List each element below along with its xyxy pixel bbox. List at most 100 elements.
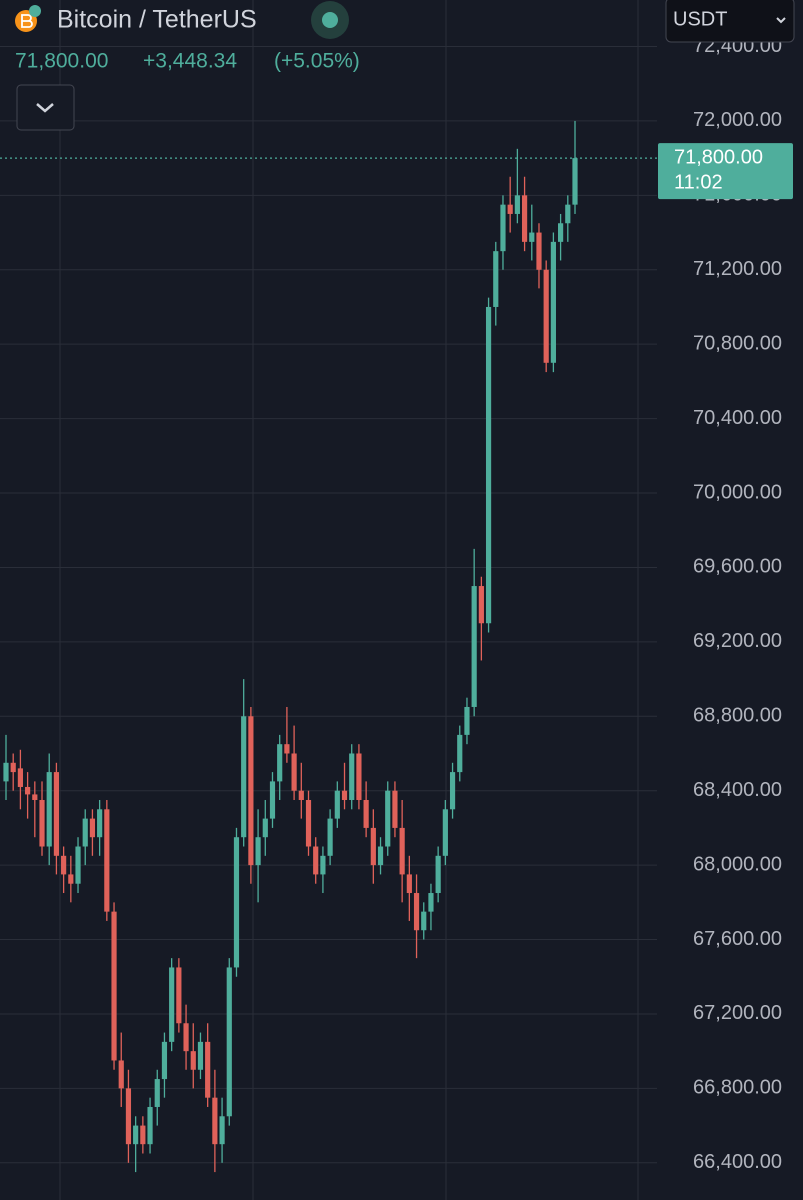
chevron — [36, 103, 54, 113]
candle-body — [493, 251, 499, 307]
y-tick-label: 70,800.00 — [693, 332, 782, 354]
candle-body — [118, 1060, 124, 1089]
change: +3,448.34 — [143, 50, 237, 73]
candle-body — [406, 874, 412, 894]
candle-body — [125, 1088, 132, 1145]
currency-select[interactable] — [665, 0, 795, 43]
candle-body — [449, 772, 456, 810]
y-tick-label: 68,000.00 — [693, 853, 782, 875]
last-price-label: 71,800.00 — [674, 146, 763, 168]
candle-body — [226, 967, 232, 1117]
candle-body — [82, 818, 88, 847]
candle-body — [529, 232, 535, 242]
candle-body — [377, 846, 384, 866]
candle-body — [3, 762, 9, 782]
candle-body — [327, 818, 333, 856]
candle-body — [363, 800, 369, 828]
candle-body — [370, 827, 376, 866]
candle-body — [75, 846, 81, 884]
y-tick-label: 67,200.00 — [693, 1002, 782, 1024]
candle-body — [10, 762, 16, 773]
grid — [0, 0, 657, 1200]
candle-body — [356, 753, 362, 800]
candle-body — [500, 204, 506, 252]
overlay: 72,400.0072,000.0071,600.0071,200.0070,8… — [0, 35, 793, 1173]
candle-body — [291, 753, 297, 791]
candle-body — [558, 223, 564, 242]
y-tick-label: 72,000.00 — [693, 109, 782, 131]
candle-body — [399, 827, 405, 875]
candle-body — [565, 204, 571, 224]
candle-body — [428, 893, 434, 912]
candle-body — [97, 809, 103, 838]
candle-body — [197, 1041, 204, 1070]
last-price: 71,800.00 — [15, 50, 108, 73]
candle-body — [169, 967, 175, 1042]
candle-body — [543, 269, 549, 363]
candle-body — [435, 855, 441, 894]
candle-body — [154, 1079, 160, 1107]
currency-label: USDT — [673, 8, 727, 30]
candle-body — [183, 1023, 189, 1052]
candle-body — [241, 716, 247, 838]
candle-body — [68, 874, 74, 884]
candle-body — [61, 855, 67, 875]
candle-body — [298, 790, 304, 800]
y-tick-label: 66,800.00 — [693, 1077, 782, 1099]
candle-body — [313, 846, 319, 875]
candle-body — [572, 158, 578, 205]
candle-body — [464, 706, 470, 735]
y-tick-label: 71,200.00 — [693, 258, 782, 280]
candle-body — [536, 232, 542, 270]
collapse-button[interactable] — [16, 84, 75, 131]
countdown: 11:02 — [674, 171, 723, 193]
candle-body — [341, 790, 348, 800]
y-tick-label: 69,200.00 — [693, 630, 782, 652]
candle-body — [284, 744, 290, 754]
last-price-badge — [658, 143, 793, 200]
candle-body — [269, 781, 276, 819]
candle-body — [421, 911, 427, 931]
candle-body — [161, 1041, 168, 1080]
status-dot — [322, 12, 338, 28]
candles — [3, 120, 578, 1173]
candle-body — [507, 204, 513, 214]
candle-body — [521, 195, 528, 242]
y-tick-label: 70,000.00 — [693, 481, 782, 503]
candle-body — [233, 837, 240, 968]
candle-body — [111, 911, 117, 1061]
candle-body — [442, 809, 448, 856]
candle-body — [212, 1097, 218, 1145]
candle-body — [262, 818, 268, 838]
select-chevron — [776, 17, 786, 24]
symbol-title: Bitcoin / TetherUS — [57, 6, 257, 34]
candle-body — [485, 306, 492, 624]
candle-body — [140, 1125, 146, 1145]
candle-body — [334, 790, 340, 819]
candle-body — [514, 195, 520, 214]
candle-body — [147, 1106, 153, 1145]
candle-body — [457, 734, 463, 773]
candle-body — [104, 809, 110, 912]
candle-body — [39, 800, 45, 847]
candle-body — [46, 772, 52, 847]
candle-body — [255, 837, 261, 866]
candle-body — [190, 1051, 196, 1070]
candle-body — [53, 772, 60, 856]
candle-body — [392, 790, 398, 828]
candle-body — [471, 586, 477, 707]
candle-body — [205, 1041, 211, 1098]
y-tick-label: 66,400.00 — [693, 1151, 782, 1173]
y-tick-label: 67,600.00 — [693, 928, 782, 950]
candle-body — [349, 753, 355, 800]
y-tick-label: 70,400.00 — [693, 407, 782, 429]
candle-body — [176, 967, 182, 1024]
candle-body — [550, 241, 556, 363]
candle-body — [17, 768, 23, 787]
candle-body — [305, 800, 312, 847]
candle-body — [89, 818, 96, 838]
candle-body — [320, 855, 326, 875]
candle-body — [277, 744, 283, 782]
